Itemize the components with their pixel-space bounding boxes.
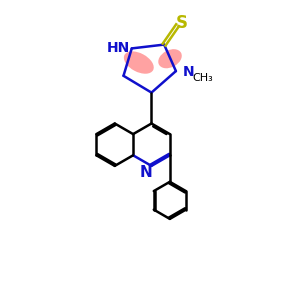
Text: S: S [176,14,188,32]
Text: N: N [140,165,152,180]
Ellipse shape [158,49,182,68]
Text: N: N [182,65,194,79]
Ellipse shape [124,51,154,74]
Text: HN: HN [107,41,130,55]
Text: CH₃: CH₃ [192,73,213,82]
